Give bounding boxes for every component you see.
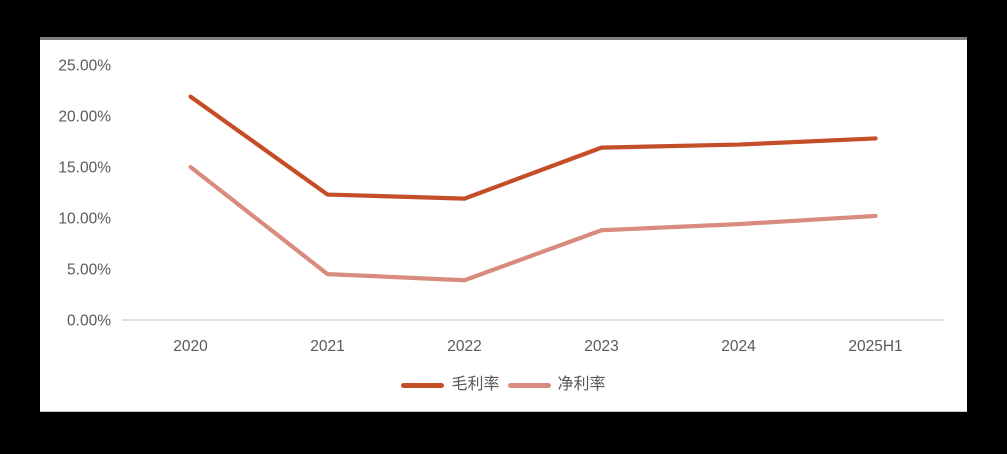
legend-item-gross-margin: 毛利率 <box>401 376 500 393</box>
series-line-net-margin <box>188 164 878 283</box>
chart-legend: 毛利率 净利率 <box>40 373 967 397</box>
y-axis-tick-label: 25.00% <box>58 58 111 75</box>
legend-line-swatch <box>507 382 551 388</box>
x-axis-tick-label: 2024 <box>721 338 756 355</box>
y-axis-tick-label: 5.00% <box>67 262 111 279</box>
series-line-gross-margin <box>188 94 878 201</box>
x-axis-tick-label: 2025H1 <box>848 338 902 355</box>
y-axis-tick-label: 20.00% <box>58 109 111 126</box>
x-axis-tick-label: 2021 <box>310 338 344 355</box>
legend-label: 净利率 <box>557 376 606 393</box>
legend-label: 毛利率 <box>451 376 500 393</box>
y-axis-tick-label: 15.00% <box>58 160 111 177</box>
y-axis-tick-label: 0.00% <box>67 313 111 330</box>
legend-item-net-margin: 净利率 <box>507 376 606 393</box>
x-axis-tick-label: 2023 <box>584 338 618 355</box>
legend-line-swatch <box>401 382 445 388</box>
x-axis-tick-label: 2022 <box>447 338 481 355</box>
x-axis-tick-label: 2020 <box>173 338 208 355</box>
chart-panel: 0.00% 5.00% 10.00% 15.00% 20.00% 25.00% 2020 20… <box>40 37 967 412</box>
y-axis-tick-label: 10.00% <box>58 211 111 228</box>
line-chart: 0.00% 5.00% 10.00% 15.00% 20.00% 25.00% 2020 20… <box>58 58 944 355</box>
